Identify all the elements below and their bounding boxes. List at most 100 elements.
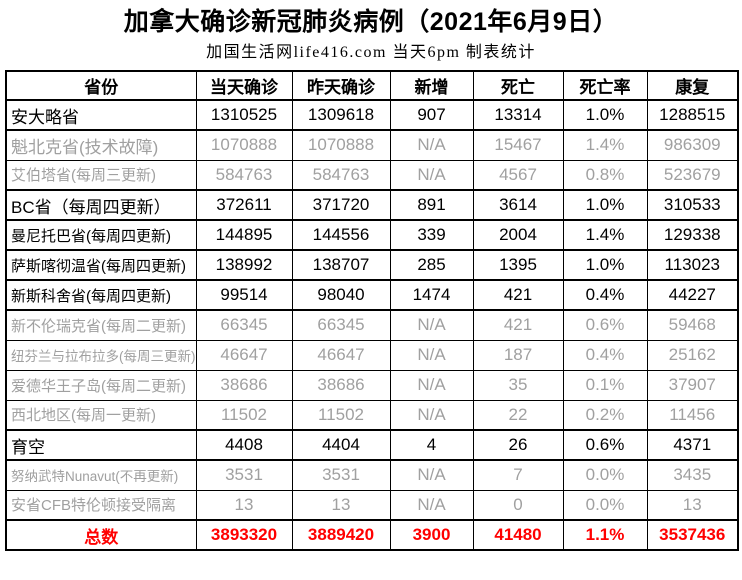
- cell-death-rate: 0.1%: [562, 369, 648, 401]
- table-row: 曼尼托巴省(每周四更新) 144895 144556 339 2004 1.4% 12933…: [5, 219, 739, 251]
- table-row: 艾伯塔省(每周三更新) 584763 584763 N/A 4567 0.8% 523679: [5, 159, 739, 191]
- cell-province: 安省CFB特伦顿接受隔离: [5, 489, 197, 521]
- cell-deaths: 4567: [472, 159, 564, 191]
- cell-new-cases: N/A: [389, 309, 474, 341]
- cell-province: 艾伯塔省(每周三更新): [5, 159, 197, 191]
- cell-today-confirmed: 13: [195, 489, 293, 521]
- cell-deaths: 187: [472, 339, 564, 371]
- header-row: 省份 当天确诊 昨天确诊 新增 死亡 死亡率 康复: [5, 70, 739, 101]
- cell-new-cases: 891: [389, 189, 474, 221]
- cell-yesterday-confirmed: 98040: [291, 279, 391, 311]
- page-subtitle: 加国生活网life416.com 当天6pm 制表统计: [206, 44, 536, 61]
- cell-today-confirmed: 144895: [195, 219, 293, 251]
- cell-yesterday-confirmed: 4404: [291, 429, 391, 461]
- cell-yesterday-confirmed: 1070888: [291, 129, 391, 161]
- cell-yesterday-confirmed: 3889420: [291, 519, 391, 551]
- total-row: 总数 3893320 3889420 3900 41480 1.1% 3537436: [5, 519, 739, 551]
- cell-yesterday-confirmed: 66345: [291, 309, 391, 341]
- cell-today-confirmed: 584763: [195, 159, 293, 191]
- table-row: 努纳武特Nunavut(不再更新) 3531 3531 N/A 7 0.0% 3435: [5, 459, 739, 491]
- column-header-province: 省份: [5, 70, 197, 101]
- cell-yesterday-confirmed: 371720: [291, 189, 391, 221]
- cell-recovered: 11456: [646, 399, 739, 431]
- page-title: 加拿大确诊新冠肺炎病例（2021年6月9日）: [123, 8, 619, 36]
- cell-new-cases: 1474: [389, 279, 474, 311]
- cell-yesterday-confirmed: 584763: [291, 159, 391, 191]
- cell-recovered: 37907: [646, 369, 739, 401]
- cell-today-confirmed: 1070888: [195, 129, 293, 161]
- cell-today-confirmed: 4408: [195, 429, 293, 461]
- column-header-deaths: 死亡: [472, 70, 564, 101]
- cell-province: 努纳武特Nunavut(不再更新): [5, 459, 197, 491]
- cell-death-rate: 0.6%: [562, 429, 648, 461]
- column-header-death-rate: 死亡率: [562, 70, 648, 101]
- cell-recovered: 13: [646, 489, 739, 521]
- cell-today-confirmed: 3531: [195, 459, 293, 491]
- cell-death-rate: 1.4%: [562, 129, 648, 161]
- table-row: BC省（每周四更新） 372611 371720 891 3614 1.0% 310533: [5, 189, 739, 221]
- cell-deaths: 421: [472, 279, 564, 311]
- cell-recovered: 986309: [646, 129, 739, 161]
- table-row: 纽芬兰与拉布拉多(每周三更新) 46647 46647 N/A 187 0.4% 25162: [5, 339, 739, 371]
- table-row: 魁北克省(技术故障) 1070888 1070888 N/A 15467 1.4% 9863…: [5, 129, 739, 161]
- cell-recovered: 44227: [646, 279, 739, 311]
- cell-province: 纽芬兰与拉布拉多(每周三更新): [5, 339, 197, 371]
- cell-deaths: 2004: [472, 219, 564, 251]
- cell-province: 曼尼托巴省(每周四更新): [5, 219, 197, 251]
- cell-new-cases: N/A: [389, 159, 474, 191]
- cell-province: 新斯科舍省(每周四更新): [5, 279, 197, 311]
- cell-death-rate: 0.0%: [562, 459, 648, 491]
- cell-death-rate: 1.0%: [562, 99, 648, 131]
- cell-death-rate: 0.6%: [562, 309, 648, 341]
- cell-yesterday-confirmed: 138707: [291, 249, 391, 281]
- cell-new-cases: N/A: [389, 339, 474, 371]
- cell-death-rate: 1.0%: [562, 189, 648, 221]
- cell-today-confirmed: 11502: [195, 399, 293, 431]
- cell-deaths: 421: [472, 309, 564, 341]
- cell-deaths: 0: [472, 489, 564, 521]
- cell-death-rate: 0.2%: [562, 399, 648, 431]
- cell-province: 育空: [5, 429, 197, 461]
- column-header-recovered: 康复: [646, 70, 739, 101]
- table-row: 新斯科舍省(每周四更新) 99514 98040 1474 421 0.4% 44227: [5, 279, 739, 311]
- cell-deaths: 35: [472, 369, 564, 401]
- cell-yesterday-confirmed: 13: [291, 489, 391, 521]
- cell-recovered: 59468: [646, 309, 739, 341]
- cell-deaths: 3614: [472, 189, 564, 221]
- cell-recovered: 129338: [646, 219, 739, 251]
- column-header-today-confirmed: 当天确诊: [195, 70, 293, 101]
- cell-recovered: 3435: [646, 459, 739, 491]
- cell-death-rate: 1.1%: [562, 519, 648, 551]
- cell-yesterday-confirmed: 144556: [291, 219, 391, 251]
- cell-deaths: 15467: [472, 129, 564, 161]
- table-row: 西北地区(每周一更新) 11502 11502 N/A 22 0.2% 11456: [5, 399, 739, 431]
- cell-today-confirmed: 372611: [195, 189, 293, 221]
- cell-province: 魁北克省(技术故障): [5, 129, 197, 161]
- cell-death-rate: 0.4%: [562, 339, 648, 371]
- cell-new-cases: 285: [389, 249, 474, 281]
- cell-recovered: 3537436: [646, 519, 739, 551]
- table-row: 安省CFB特伦顿接受隔离 13 13 N/A 0 0.0% 13: [5, 489, 739, 521]
- cell-new-cases: 339: [389, 219, 474, 251]
- cell-recovered: 25162: [646, 339, 739, 371]
- cell-death-rate: 0.0%: [562, 489, 648, 521]
- cell-recovered: 523679: [646, 159, 739, 191]
- table-row: 安大略省 1310525 1309618 907 13314 1.0% 1288515: [5, 99, 739, 131]
- cell-yesterday-confirmed: 46647: [291, 339, 391, 371]
- cell-today-confirmed: 38686: [195, 369, 293, 401]
- cell-death-rate: 0.8%: [562, 159, 648, 191]
- cell-today-confirmed: 3893320: [195, 519, 293, 551]
- cell-deaths: 13314: [472, 99, 564, 131]
- cell-deaths: 26: [472, 429, 564, 461]
- cell-new-cases: 3900: [389, 519, 474, 551]
- cell-province: 总数: [5, 519, 197, 551]
- cell-new-cases: N/A: [389, 129, 474, 161]
- table-row: 育空 4408 4404 4 26 0.6% 4371: [5, 429, 739, 461]
- cell-deaths: 22: [472, 399, 564, 431]
- table-row: 爱德华王子岛(每周二更新) 38686 38686 N/A 35 0.1% 37907: [5, 369, 739, 401]
- covid-stats-table: 省份 当天确诊 昨天确诊 新增 死亡 死亡率 康复 安大略省 1310525 130…: [5, 70, 739, 551]
- cell-province: 新不伦瑞克省(每周二更新): [5, 309, 197, 341]
- cell-new-cases: N/A: [389, 399, 474, 431]
- cell-recovered: 310533: [646, 189, 739, 221]
- cell-today-confirmed: 46647: [195, 339, 293, 371]
